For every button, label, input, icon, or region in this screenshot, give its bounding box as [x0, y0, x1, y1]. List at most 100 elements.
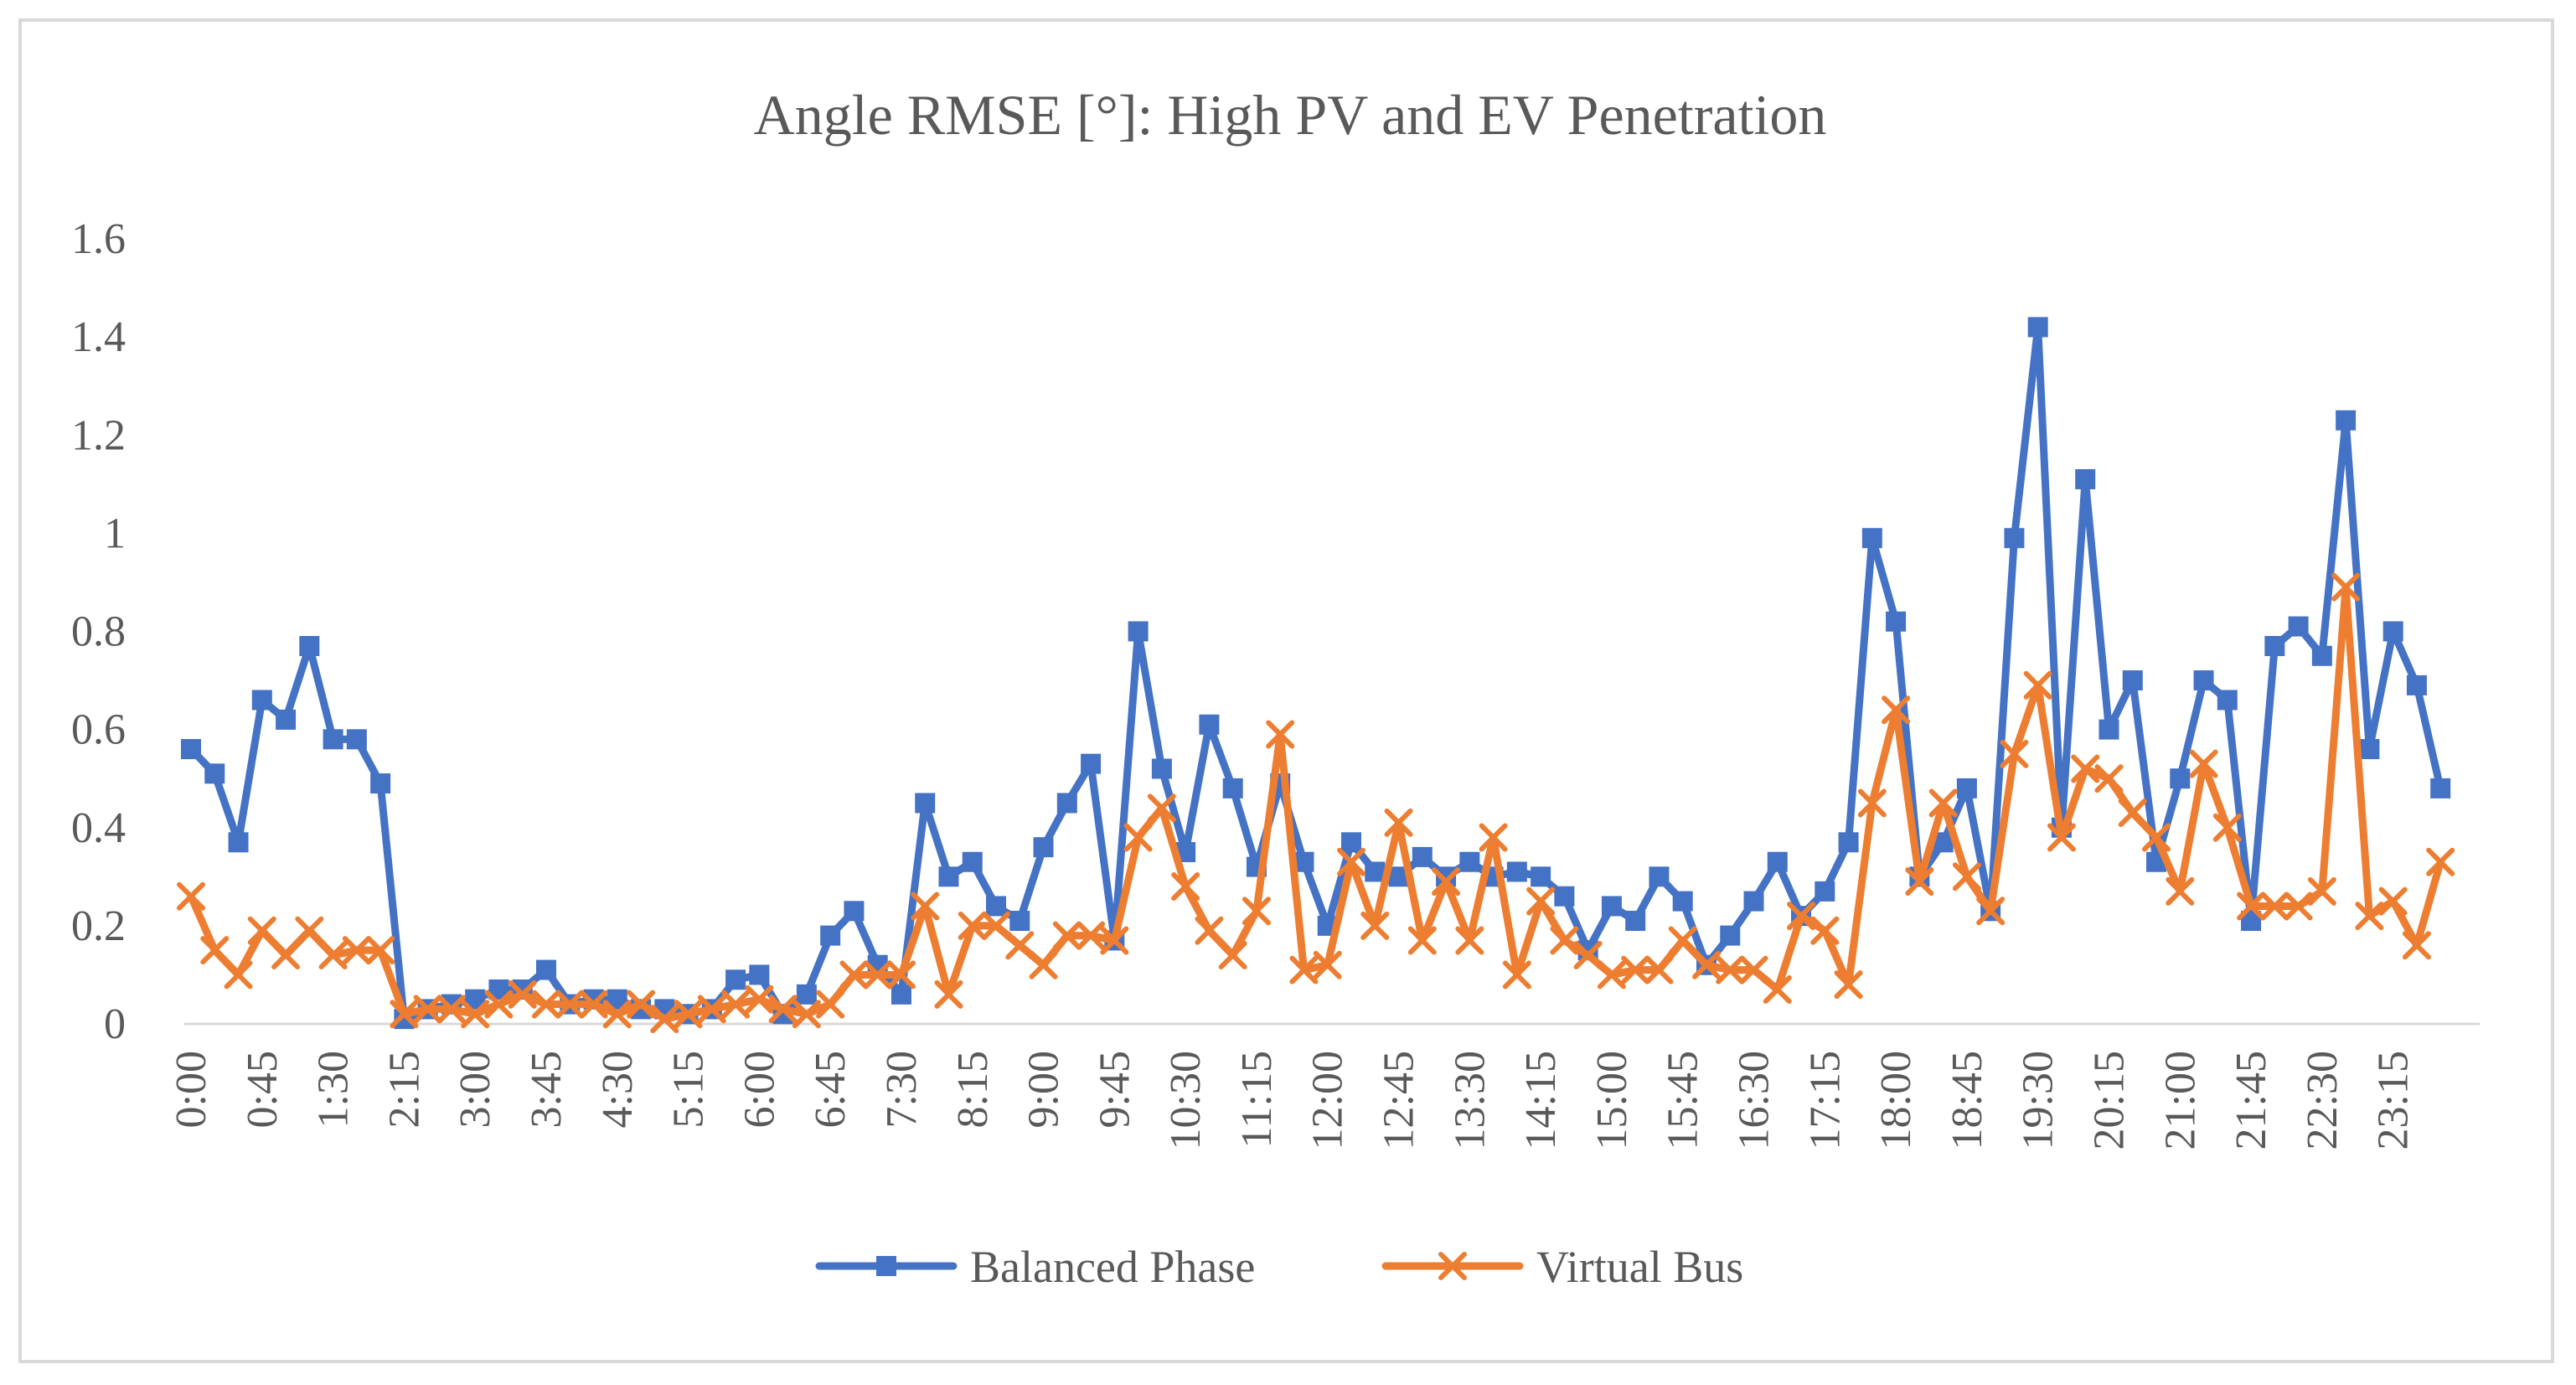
data-point [1928, 788, 1958, 818]
x-tick-label: 20:15 [2085, 1051, 2133, 1150]
legend-marker [876, 1256, 896, 1276]
data-point [413, 995, 442, 1024]
data-point [816, 990, 845, 1019]
data-point [934, 979, 963, 1009]
x-tick-label: 12:00 [1304, 1051, 1352, 1150]
series-line [187, 323, 2444, 1023]
data-point [1625, 911, 1646, 932]
data-point [1412, 846, 1433, 867]
data-point [228, 832, 249, 853]
data-point [1668, 926, 1697, 955]
data-point [436, 995, 466, 1024]
legend-label: Virtual Bus [1536, 1242, 1743, 1292]
data-point [1649, 866, 1670, 887]
chart-title: Angle RMSE [°]: High PV and EV Penetrati… [754, 83, 1827, 147]
data-point [2098, 719, 2119, 740]
data-point [1218, 941, 1247, 970]
data-point [1882, 695, 1911, 725]
x-tick-label: 3:45 [523, 1051, 570, 1128]
data-point [579, 990, 608, 1019]
data-point [2331, 572, 2361, 602]
data-point [2382, 621, 2403, 642]
data-point [1384, 808, 1413, 837]
data-point [1815, 881, 1835, 902]
y-tick-label: 1.6 [71, 215, 126, 263]
x-tick-label: 0:45 [239, 1051, 287, 1128]
data-point [2071, 754, 2100, 783]
data-point [911, 891, 940, 921]
data-point [725, 969, 746, 990]
data-point [1502, 960, 1531, 990]
data-point [886, 960, 916, 990]
series-balanced-phase [181, 317, 2451, 1030]
data-point [2237, 891, 2266, 921]
x-tick-label: 18:45 [1944, 1051, 1991, 1150]
x-tick-label: 18:00 [1872, 1051, 1920, 1150]
data-point [2193, 670, 2214, 691]
data-point [342, 936, 371, 965]
data-point [1313, 950, 1342, 979]
y-tick-label: 1.4 [71, 313, 126, 361]
data-point [768, 995, 798, 1024]
data-point [2004, 528, 2025, 549]
data-point [938, 866, 959, 887]
data-point [2000, 739, 2029, 768]
x-tick-label: 15:00 [1588, 1051, 1636, 1150]
data-point [224, 960, 253, 990]
data-point [1720, 925, 1741, 946]
data-point [200, 936, 230, 965]
data-point [1029, 950, 1058, 979]
data-point [958, 911, 987, 940]
data-point [2260, 891, 2289, 921]
data-point [1597, 960, 1626, 990]
x-tick-label: 21:45 [2228, 1051, 2275, 1150]
data-point [1479, 823, 1508, 852]
series-line [187, 583, 2444, 1023]
data-point [627, 990, 656, 1019]
data-point [863, 960, 892, 990]
legend-item: Balanced Phase [815, 1242, 1255, 1292]
data-point [2406, 674, 2427, 695]
data-point [1081, 753, 1102, 774]
data-point [2118, 798, 2147, 828]
data-point [1076, 921, 1106, 950]
data-point [697, 995, 726, 1024]
data-point [461, 1000, 490, 1029]
data-point [1810, 916, 1840, 945]
series-virtual-bus [177, 572, 2455, 1034]
y-tick-label: 0 [104, 1000, 126, 1048]
y-tick-label: 0.2 [71, 902, 126, 950]
data-point [323, 729, 343, 750]
data-point [204, 763, 225, 784]
x-tick-label: 1:30 [310, 1051, 358, 1128]
data-point [982, 911, 1011, 940]
data-point [1838, 832, 1859, 853]
data-point [602, 1000, 632, 1029]
data-point [2166, 876, 2195, 906]
data-point [346, 729, 367, 750]
data-point [844, 901, 865, 922]
data-point [1052, 921, 1082, 950]
data-point [484, 990, 514, 1019]
x-tick-label: 14:15 [1517, 1051, 1565, 1150]
x-tick-label: 15:45 [1660, 1051, 1707, 1150]
y-tick-label: 1.2 [71, 411, 126, 459]
data-point [1506, 861, 1527, 882]
data-point [1340, 832, 1361, 853]
data-point [2307, 876, 2336, 906]
legend: Balanced Phase Virtual Bus [815, 1242, 1743, 1292]
data-point [2075, 468, 2096, 489]
data-point [247, 916, 276, 945]
data-point [2094, 764, 2124, 793]
data-point [276, 709, 297, 730]
data-point [1407, 926, 1437, 955]
data-point [390, 1000, 419, 1029]
data-point [1767, 851, 1788, 872]
data-point [1009, 911, 1030, 932]
data-point [1222, 778, 1243, 798]
data-point [1432, 867, 1461, 897]
data-point [2170, 768, 2191, 789]
data-point [2430, 778, 2451, 798]
data-point [2288, 616, 2309, 637]
data-point [2047, 823, 2076, 852]
